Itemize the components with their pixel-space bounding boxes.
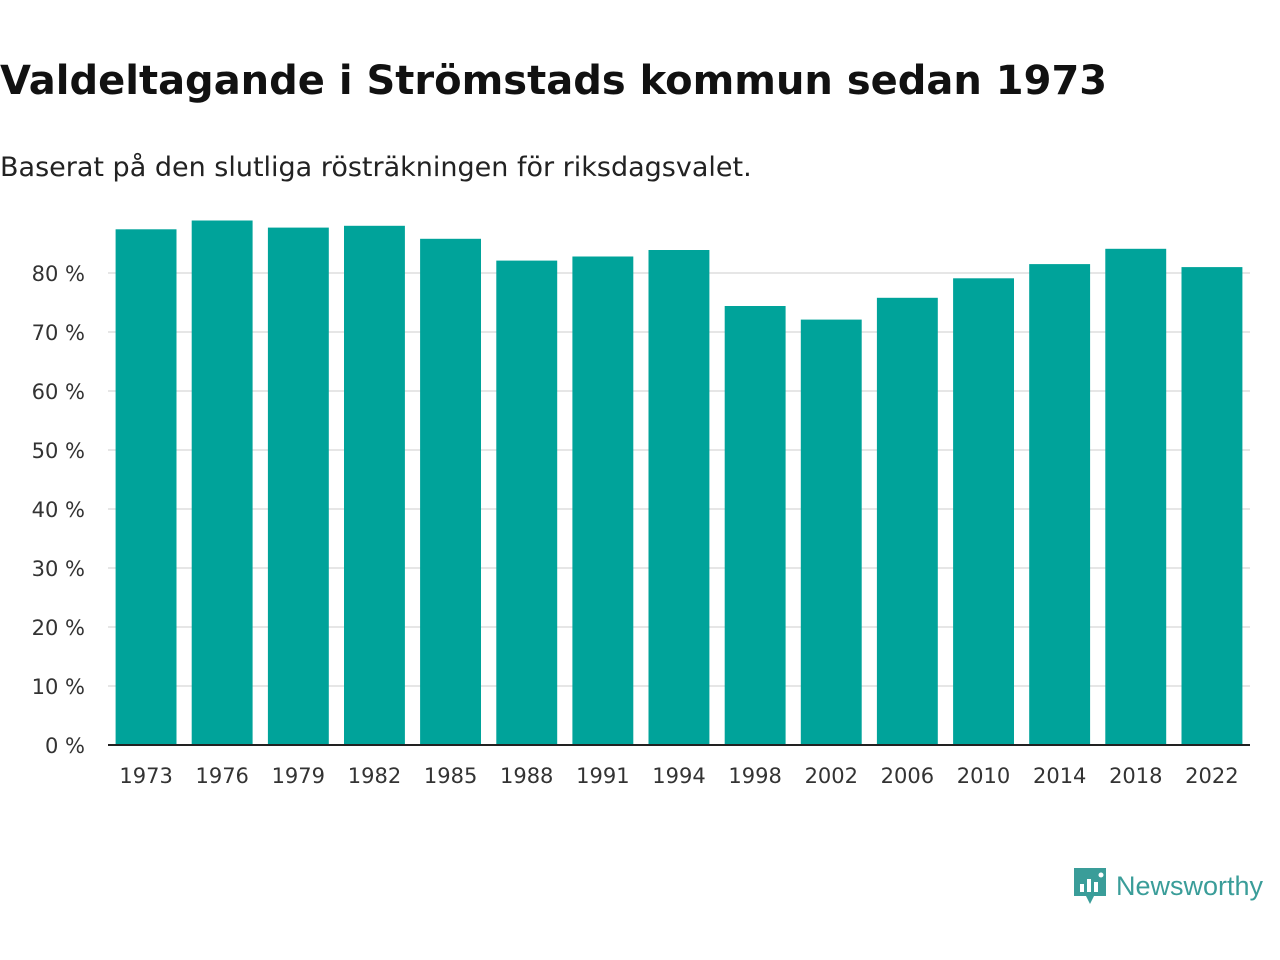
bar-1988 bbox=[496, 260, 558, 745]
x-tick-label: 1982 bbox=[348, 764, 401, 788]
chart-subtitle: Baserat på den slutliga rösträkningen fö… bbox=[0, 152, 752, 183]
x-tick-label: 1988 bbox=[500, 764, 553, 788]
y-tick-label: 50 % bbox=[32, 439, 85, 463]
bar-2010 bbox=[953, 278, 1014, 745]
bar-1976 bbox=[191, 220, 253, 745]
bar-2018 bbox=[1105, 248, 1167, 746]
y-tick-label: 40 % bbox=[32, 498, 85, 522]
bar-1985 bbox=[420, 238, 481, 746]
x-tick-label: 2010 bbox=[957, 764, 1010, 788]
bar-1973 bbox=[115, 229, 177, 746]
x-tick-label: 2018 bbox=[1109, 764, 1162, 788]
x-axis-ticks: 1973 1976 1979 1982 1985 1988 1991 1994 1998 2002… bbox=[119, 764, 1238, 788]
x-tick-label: 1979 bbox=[272, 764, 325, 788]
y-tick-label: 30 % bbox=[32, 557, 85, 581]
x-tick-label: 2014 bbox=[1033, 764, 1086, 788]
x-tick-label: 1973 bbox=[119, 764, 172, 788]
bar-1994 bbox=[648, 250, 710, 745]
brand-name: Newsworthy bbox=[1116, 870, 1264, 901]
y-axis-ticks: 0 % 10 % 20 % 30 % 40 % 50 % 60 % 70 % 80 % bbox=[32, 262, 85, 758]
y-tick-label: 80 % bbox=[32, 262, 85, 286]
x-tick-label: 2022 bbox=[1185, 764, 1238, 788]
bar-2002 bbox=[800, 319, 862, 745]
bar-chart: 0 % 10 % 20 % 30 % 40 % 50 % 60 % 70 % 80 % 1973… bbox=[32, 220, 1250, 788]
x-tick-label: 2002 bbox=[805, 764, 858, 788]
newsworthy-logo-icon bbox=[1074, 868, 1106, 904]
bar-2022 bbox=[1181, 267, 1243, 745]
x-tick-label: 1998 bbox=[728, 764, 781, 788]
y-tick-label: 60 % bbox=[32, 380, 85, 404]
x-tick-label: 2006 bbox=[881, 764, 934, 788]
bar-2014 bbox=[1029, 264, 1091, 745]
brand-logo: Newsworthy bbox=[1072, 866, 1263, 906]
y-tick-label: 20 % bbox=[32, 616, 85, 640]
bar-1998 bbox=[724, 306, 786, 745]
chart-title: Valdeltagande i Strömstads kommun sedan … bbox=[0, 58, 1108, 104]
x-tick-label: 1976 bbox=[195, 764, 248, 788]
x-tick-label: 1994 bbox=[652, 764, 705, 788]
y-tick-label: 10 % bbox=[32, 675, 85, 699]
x-tick-label: 1985 bbox=[424, 764, 477, 788]
y-tick-label: 70 % bbox=[32, 321, 85, 345]
x-tick-label: 1991 bbox=[576, 764, 629, 788]
bars bbox=[115, 220, 1243, 746]
bar-1982 bbox=[344, 225, 405, 746]
bar-1991 bbox=[572, 256, 634, 745]
y-tick-label: 0 % bbox=[45, 734, 85, 758]
bar-1979 bbox=[267, 227, 329, 746]
bar-2006 bbox=[876, 297, 938, 745]
